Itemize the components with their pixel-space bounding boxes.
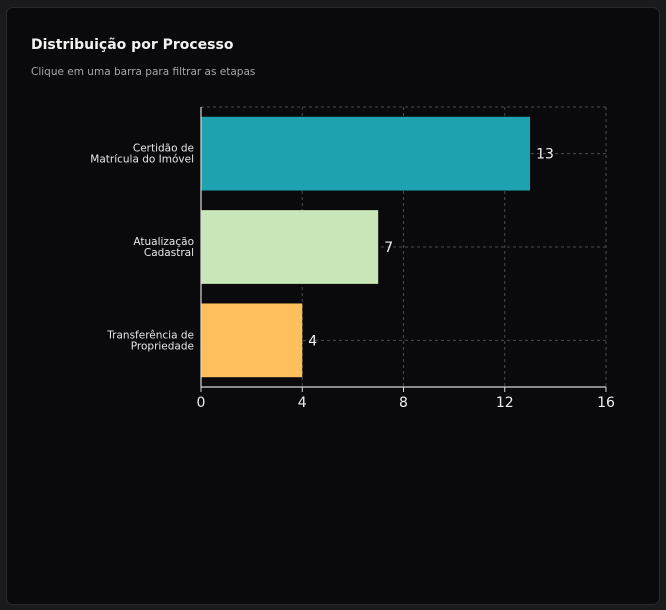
bar[interactable] xyxy=(201,303,303,378)
bar[interactable] xyxy=(201,116,531,191)
chart-card: Distribuição por Processo Clique em uma … xyxy=(6,7,660,605)
bar-value-label: 13 xyxy=(536,147,554,163)
category-label: Atualização Cadastral xyxy=(133,236,194,259)
x-tick-label: 12 xyxy=(496,395,514,411)
x-tick-label: 8 xyxy=(399,395,408,411)
bar-value-label: 7 xyxy=(384,240,393,256)
x-tick-label: 0 xyxy=(197,395,206,411)
card-subtitle: Clique em uma barra para filtrar as etap… xyxy=(31,66,256,78)
bar-chart: 13 Certidão de Matrícula do Imóvel 7 Atualiz… xyxy=(90,106,615,411)
bar[interactable] xyxy=(201,210,379,284)
card-title: Distribuição por Processo xyxy=(31,37,234,53)
category-label: Certidão de Matrícula do Imóvel xyxy=(90,143,194,166)
category-label: Transferência de Propriedade xyxy=(106,329,194,352)
x-tick-label: 16 xyxy=(597,395,615,411)
bar-value-label: 4 xyxy=(308,333,317,349)
x-tick-label: 4 xyxy=(298,395,307,411)
